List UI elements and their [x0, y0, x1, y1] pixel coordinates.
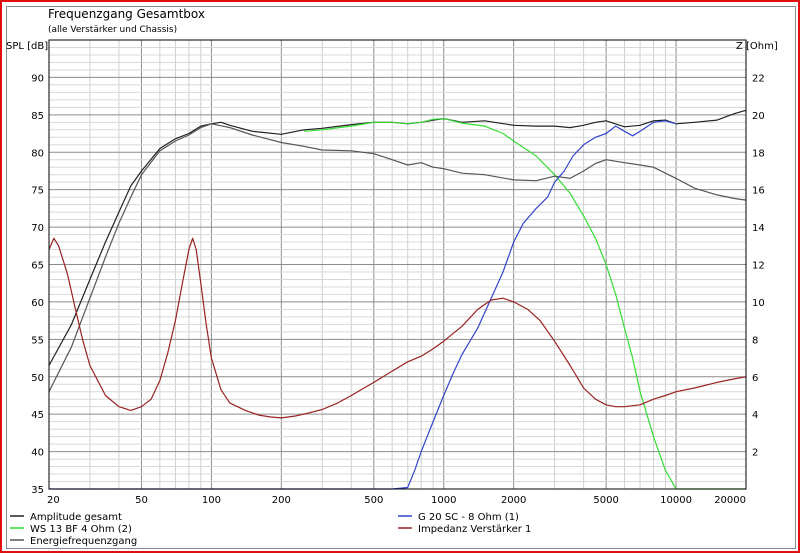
tick-labels: 35 40 45 50 55 60 65 70 75 80 85 90 2 4 6 8 10 12 14 16 18 20…: [31, 73, 764, 506]
y-tick-right-label: 8: [752, 335, 758, 346]
y-tick-right-label: 4: [752, 410, 758, 421]
x-tick-label: 20000: [714, 495, 746, 506]
y-tick-right-label: 20: [752, 111, 765, 122]
y-tick-right-label: 2: [752, 448, 758, 459]
x-tick-label: 5000: [593, 495, 618, 506]
y-tick-left-label: 55: [31, 335, 44, 346]
series-line: [49, 120, 677, 490]
x-tick-label: 2000: [501, 495, 526, 506]
y-tick-left-label: 85: [31, 111, 44, 122]
y-tick-left-label: 45: [31, 410, 44, 421]
y-tick-left-label: 65: [31, 261, 44, 272]
y-tick-left-label: 50: [31, 373, 44, 384]
y-tick-left-label: 75: [31, 186, 44, 197]
legend-label: G 20 SC - 8 Ohm (1): [418, 512, 519, 523]
legend-label: Impedanz Verstärker 1: [418, 524, 531, 535]
chart-subtitle: (alle Verstärker und Chassis): [48, 25, 178, 35]
y-tick-right-label: 10: [752, 298, 765, 309]
series-layer: [48, 109, 747, 490]
x-tick-label: 50: [135, 495, 148, 506]
y-tick-right-label: 6: [752, 373, 758, 384]
x-tick-label: 100: [202, 495, 221, 506]
legend-label: WS 13 BF 4 Ohm (2): [30, 524, 132, 535]
y-axis-left-label: SPL [dB]: [6, 41, 48, 52]
y-tick-right-label: 14: [752, 223, 765, 234]
legend-label: Amplitude gesamt: [30, 512, 122, 523]
series-line: [303, 117, 746, 490]
y-tick-right-label: 22: [752, 73, 765, 84]
x-tick-label: 20: [47, 495, 60, 506]
y-tick-left-label: 90: [31, 73, 44, 84]
y-tick-right-label: 16: [752, 186, 765, 197]
y-tick-right-label: 18: [752, 148, 765, 159]
x-tick-label: 10000: [660, 495, 692, 506]
x-tick-label: 200: [272, 495, 291, 506]
grid: [48, 39, 747, 490]
plot-border: [48, 39, 747, 490]
chart-frame: [6, 6, 796, 549]
x-tick-label: 1000: [431, 495, 456, 506]
y-tick-left-label: 35: [31, 485, 44, 496]
y-tick-right-label: 12: [752, 261, 765, 272]
y-tick-left-label: 80: [31, 148, 44, 159]
legend-label: Energiefrequenzgang: [30, 536, 137, 547]
y-tick-left-label: 40: [31, 448, 44, 459]
series-line: [48, 237, 747, 419]
x-tick-label: 500: [364, 495, 383, 506]
chart-title: Frequenzgang Gesamtbox: [48, 7, 205, 21]
series-line: [48, 123, 747, 392]
y-tick-left-label: 60: [31, 298, 44, 309]
series-line: [48, 109, 747, 366]
y-tick-left-label: 70: [31, 223, 44, 234]
y-axis-right-label: Z [Ohm]: [736, 41, 778, 52]
